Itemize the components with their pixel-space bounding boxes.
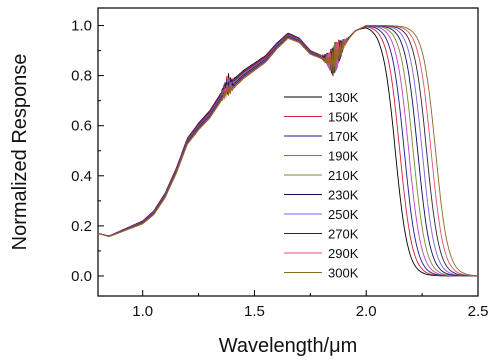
legend-label-290K: 290K [328,246,359,261]
legend-label-250K: 250K [328,207,359,222]
series-line-150K [97,26,478,277]
legend-label-270K: 270K [328,227,359,242]
y-tick-label: 1.0 [71,18,92,35]
series-line-210K [97,25,478,277]
legend-label-190K: 190K [328,149,359,164]
series-line-300K [97,25,479,277]
x-axis-title: Wavelength/μm [219,335,358,357]
legend-label-150K: 150K [328,110,359,125]
series-line-250K [97,25,478,277]
legend-label-210K: 210K [328,168,359,183]
x-tick-label: 1.5 [244,303,265,320]
series-line-190K [97,25,478,277]
series-line-230K [97,25,478,277]
y-tick-label: 0.8 [71,68,92,85]
legend: 130K 150K 170K 190K 210K 230K 250K 270K 290K 300K [284,90,359,281]
legend-label-230K: 230K [328,188,359,203]
legend-label-170K: 170K [328,129,359,144]
series-curves [97,25,479,277]
legend-label-300K: 300K [328,266,359,281]
y-axis-title: Normalized Response [9,54,31,251]
series-line-270K [97,25,478,277]
plot-frame [97,7,479,297]
x-tick-label: 2.5 [468,303,489,320]
y-tick-label: 0.6 [71,118,92,135]
y-tick-label: 0.2 [71,218,92,235]
axis-ticks: 1.0 1.5 2.0 2.5 0.0 0.2 0.4 0.6 0.8 1.0 [71,18,488,320]
legend-label-130K: 130K [328,90,359,105]
y-tick-label: 0.0 [71,268,92,285]
series-line-290K [97,25,478,277]
x-tick-label: 1.0 [132,303,153,320]
series-line-170K [97,25,478,277]
x-tick-label: 2.0 [356,303,377,320]
y-tick-label: 0.4 [71,168,92,185]
